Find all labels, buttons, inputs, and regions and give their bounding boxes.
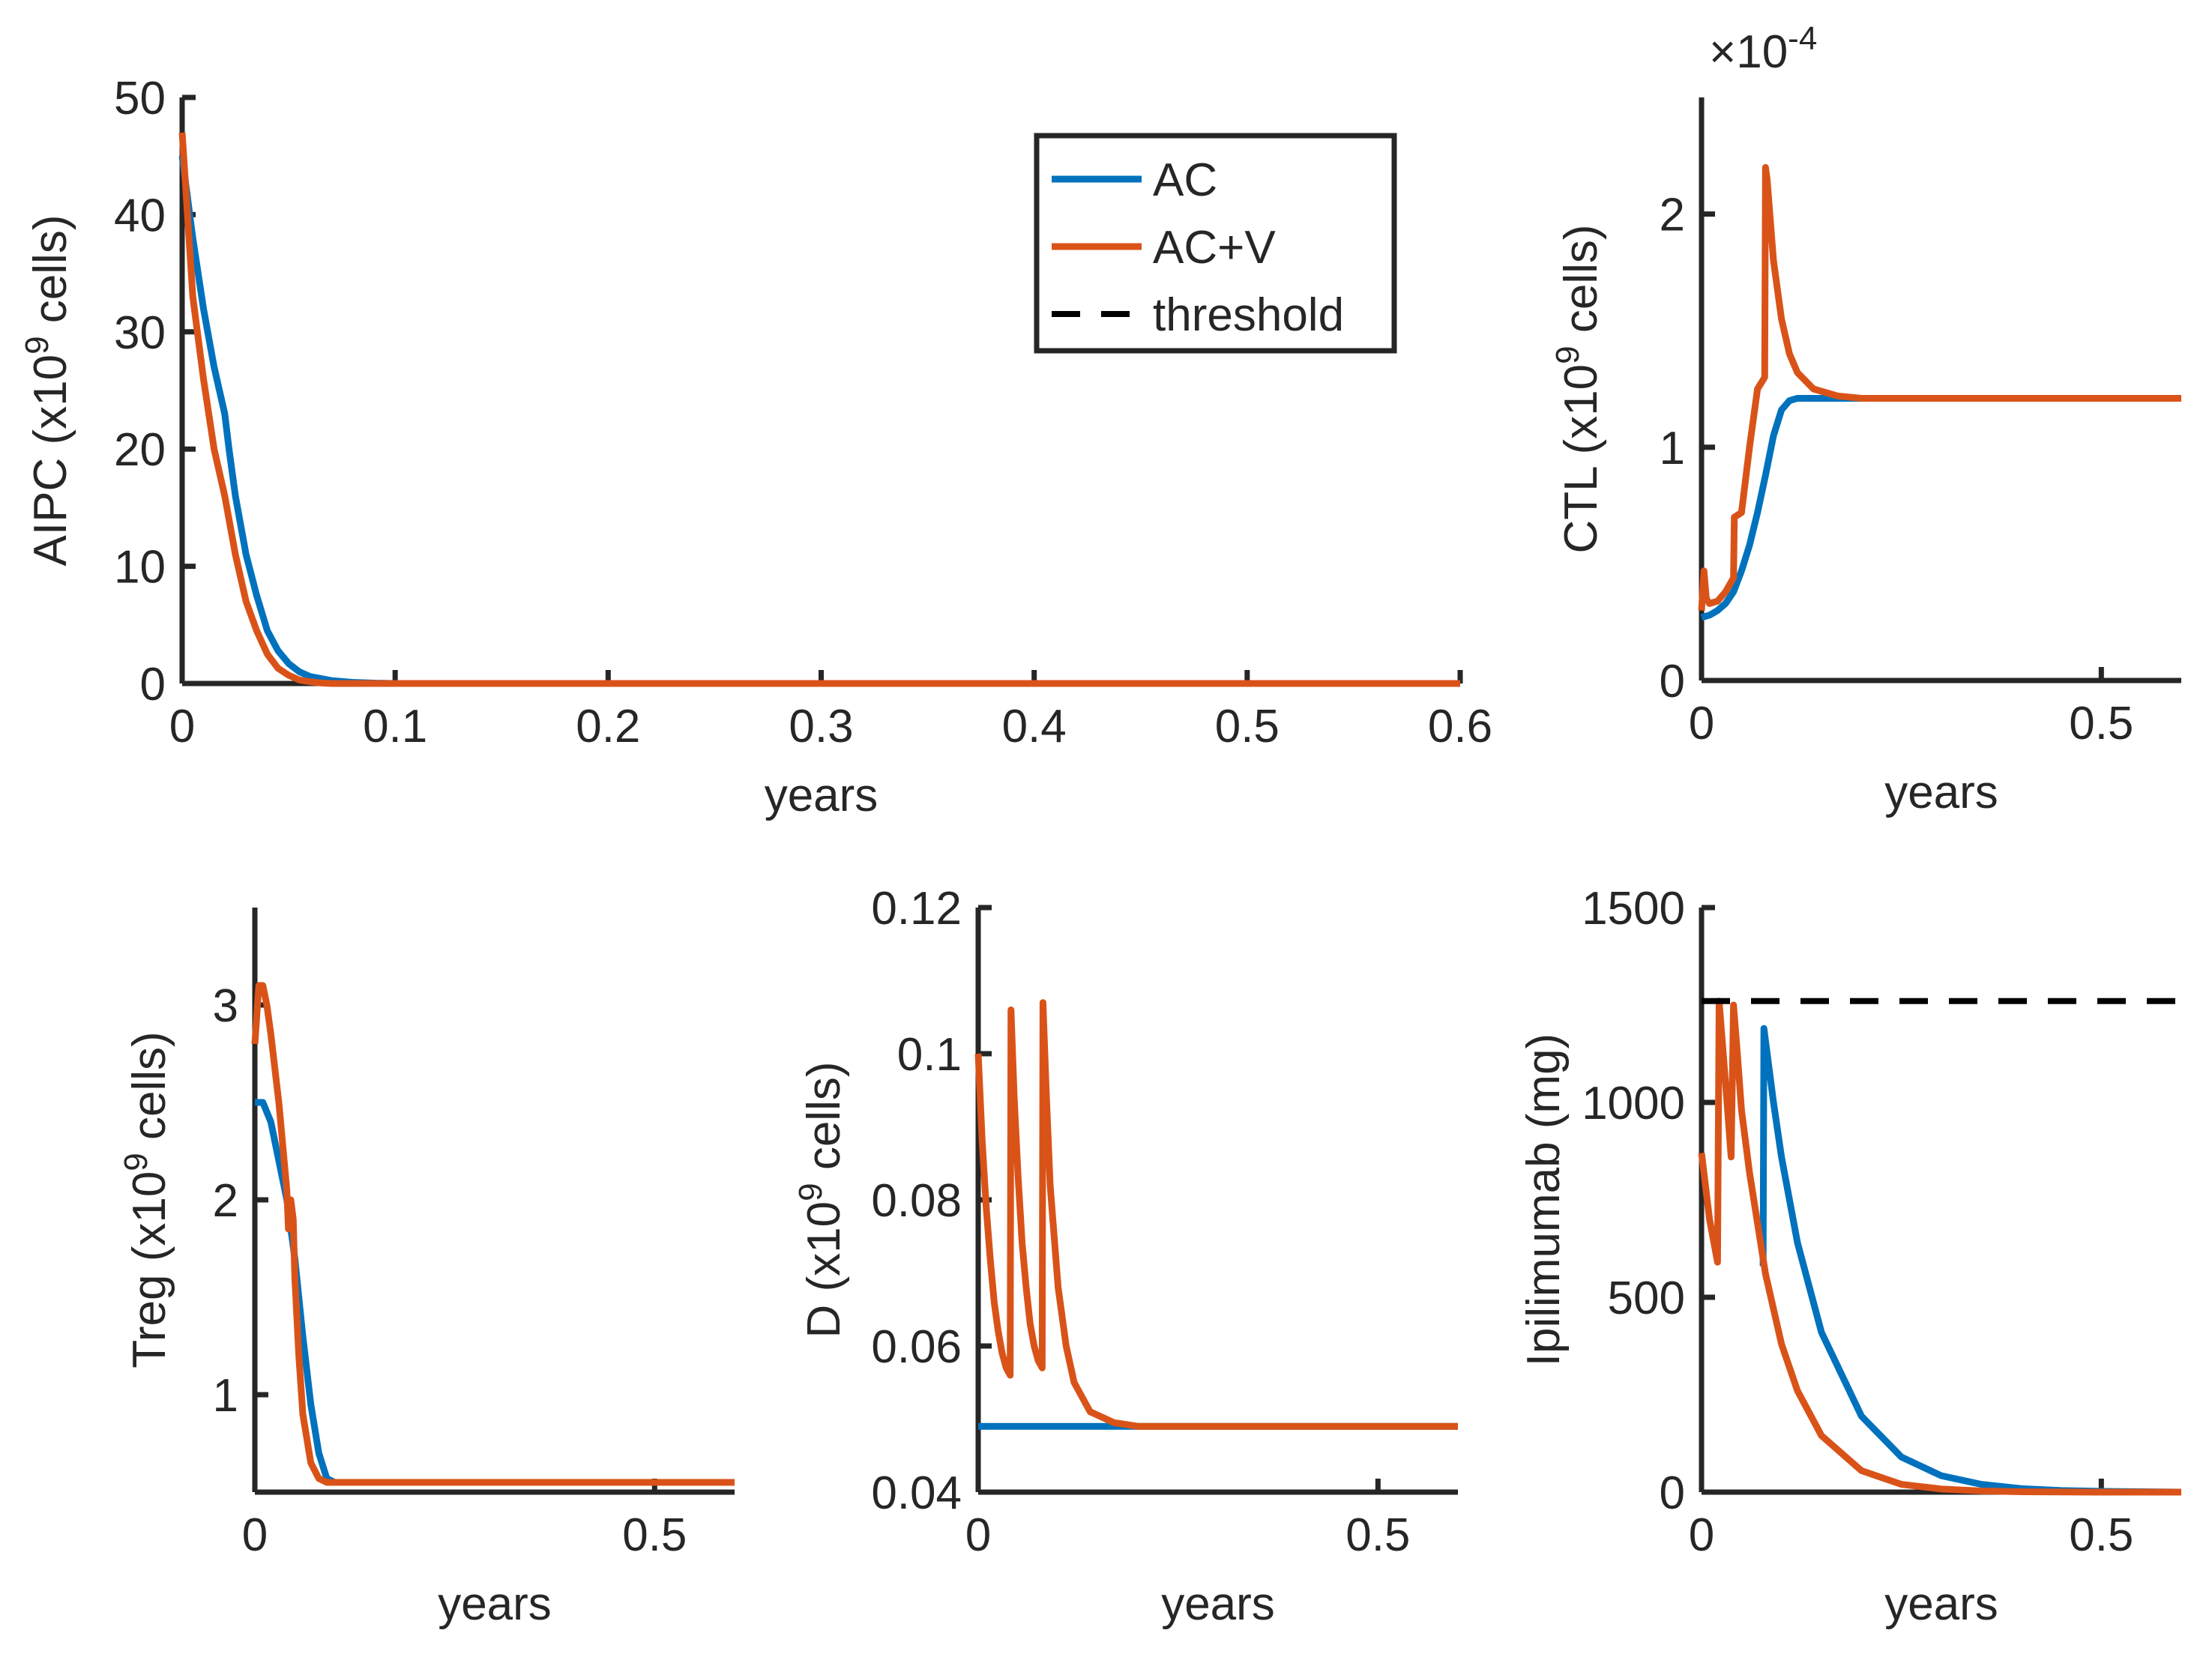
panel-treg: 0 0.5 1 2 3 years Treg (x109 cells) <box>118 908 735 1630</box>
y-tick-label-ipi: 500 <box>1608 1273 1685 1324</box>
y-tick-label-aipc: 30 <box>114 307 166 359</box>
panel-ctl: 0 0.5 0 1 2 years CTL (x109 cells) ×10-4 <box>1549 20 2181 818</box>
y-tick-label-aipc: 40 <box>114 190 166 241</box>
x-tick-label-treg: 0 <box>242 1509 268 1561</box>
x-tick-label-aipc: 0.4 <box>1002 701 1067 752</box>
legend-label: AC <box>1153 154 1217 206</box>
y-tick-label-treg: 1 <box>213 1370 238 1422</box>
y-tick-label-ipi: 0 <box>1660 1467 1685 1519</box>
x-tick-label-treg: 0.5 <box>622 1509 687 1561</box>
y-tick-label-d: 0.1 <box>897 1029 962 1081</box>
y-tick-label-ipi: 1500 <box>1582 883 1685 935</box>
series-line-ctl-ac-v <box>1698 163 2181 611</box>
x-axis-label-ipi: years <box>1884 1578 1998 1630</box>
legend-label: threshold <box>1153 289 1344 341</box>
y-tick-label-ctl: 2 <box>1660 190 1685 241</box>
x-tick-label-d: 0 <box>965 1509 991 1561</box>
series-line-d-ac-v <box>974 999 1458 1430</box>
y-tick-label-ctl: 1 <box>1660 423 1685 474</box>
y-tick-label-d: 0.12 <box>871 883 962 935</box>
y-tick-label-d: 0.06 <box>871 1321 962 1373</box>
y-tick-label-aipc: 0 <box>140 659 166 710</box>
panel-d: 0 0.5 0.04 0.06 0.08 0.1 0.12 years D (x109 cell… <box>792 883 1458 1630</box>
exponent-label-ctl: ×10-4 <box>1709 20 1817 78</box>
x-tick-label-ipi: 0.5 <box>2069 1509 2133 1561</box>
x-axis-label-ctl: years <box>1884 767 1998 818</box>
series-line-ipi-ac <box>1759 1024 2182 1496</box>
series-line-treg-ac <box>255 1099 735 1486</box>
x-tick-label-ctl: 0.5 <box>2069 698 2133 749</box>
y-tick-label-ipi: 1000 <box>1582 1078 1685 1129</box>
x-tick-label-aipc: 0.1 <box>363 701 427 752</box>
y-tick-label-treg: 3 <box>213 980 238 1032</box>
x-tick-label-d: 0.5 <box>1345 1509 1410 1561</box>
y-axis-label-ipi: Ipilimumab (mg) <box>1518 1033 1570 1366</box>
series-line-aipc-ac-v <box>178 132 1460 687</box>
y-tick-label-treg: 2 <box>213 1175 238 1227</box>
x-tick-label-aipc: 0.3 <box>789 701 853 752</box>
y-axis-label-d: D (x109 cells) <box>792 1062 850 1338</box>
x-tick-label-ctl: 0 <box>1689 698 1714 749</box>
series-line-ctl-ac <box>1700 394 2181 621</box>
series-line-treg-ac-v <box>251 982 735 1486</box>
y-axis-label-treg: Treg (x109 cells) <box>118 1031 175 1368</box>
x-axis-label-treg: years <box>438 1578 552 1630</box>
y-tick-label-aipc: 50 <box>114 73 166 124</box>
y-tick-label-aipc: 20 <box>114 424 166 476</box>
y-tick-label-d: 0.04 <box>871 1467 962 1519</box>
x-tick-label-aipc: 0.6 <box>1428 701 1492 752</box>
x-tick-label-ipi: 0 <box>1689 1509 1714 1561</box>
y-axis-label-aipc: AIPC (x109 cells) <box>19 215 76 567</box>
legend: AC AC+V threshold <box>1034 133 1397 354</box>
y-tick-label-ctl: 0 <box>1660 656 1685 707</box>
x-axis-label-aipc: years <box>765 770 879 821</box>
x-tick-label-aipc: 0.5 <box>1215 701 1280 752</box>
panel-ipi: 0 0.5 0 500 1000 1500 years Ipilimumab (mg) <box>1518 883 2182 1630</box>
x-axis-label-d: years <box>1161 1578 1275 1630</box>
series-line-ipi-ac-v <box>1698 997 2181 1496</box>
panel-aipc: 0 0.1 0.2 0.3 0.4 0.5 0.6 0 10 20 30 40 50 years AIPC … <box>19 73 1492 821</box>
y-axis-label-ctl: CTL (x109 cells) <box>1549 224 1607 553</box>
y-tick-label-aipc: 10 <box>114 542 166 594</box>
legend-label: AC+V <box>1153 222 1276 274</box>
x-tick-label-aipc: 0.2 <box>576 701 640 752</box>
y-tick-label-d: 0.08 <box>871 1175 962 1227</box>
x-tick-label-aipc: 0 <box>169 701 195 752</box>
